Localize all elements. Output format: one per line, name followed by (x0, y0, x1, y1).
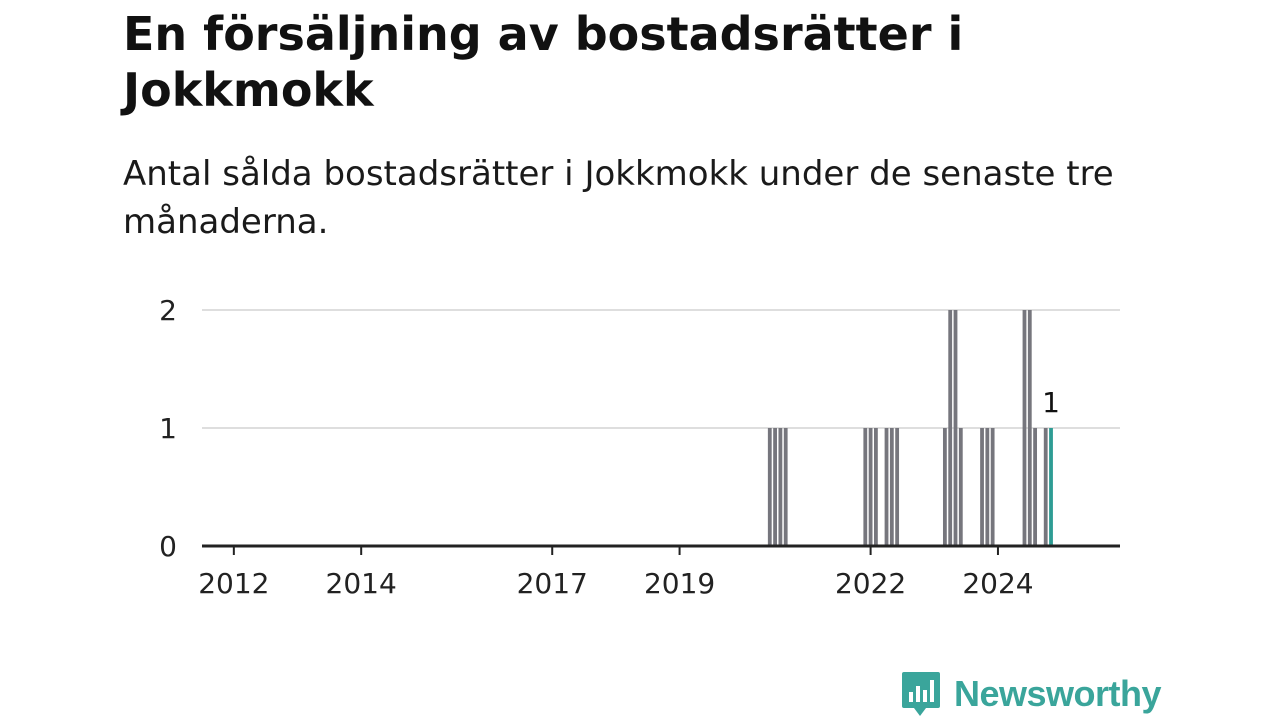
bar-2023-06 (958, 428, 963, 546)
bar-2022-06 (895, 428, 900, 546)
bar-2023-12 (990, 428, 995, 546)
bar-2023-11 (985, 428, 990, 546)
bar-2024-10 (1043, 428, 1048, 546)
annotations: 1 (1042, 386, 1060, 419)
bar-2020-06 (767, 428, 772, 546)
y-axis-ticks: 0 1 2 (159, 294, 177, 563)
chart-subtitle: Antal sålda bostadsrätter i Jokkmokk und… (123, 154, 1114, 242)
chart-title: En försäljning av bostadsrätter i Jokkmo… (123, 7, 964, 117)
bar-2021-12 (863, 428, 868, 546)
bar-2020-07 (773, 428, 777, 546)
bar-2024-07 (1027, 310, 1032, 546)
newsworthy-logo-icon (902, 672, 940, 716)
bar-2024-11 (1049, 428, 1053, 546)
x-tick-label-2014: 2014 (326, 567, 397, 600)
x-axis: 2012 2014 2017 2019 2022 2024 (198, 544, 1120, 600)
bar-2024-06 (1022, 310, 1027, 546)
bar-2022-05 (889, 428, 894, 546)
bar-2022-02 (874, 428, 878, 546)
bar-2023-03 (942, 428, 947, 546)
bar-2023-04 (948, 310, 953, 546)
x-tick-label-2022: 2022 (835, 567, 906, 600)
y-tick-label-0: 0 (159, 530, 177, 563)
bar-2023-10 (980, 428, 984, 546)
value-label: 1 (1042, 386, 1060, 419)
bar-2022-01 (868, 428, 873, 546)
newsworthy-logo: Newsworthy (900, 670, 1162, 718)
bar-2024-08 (1033, 428, 1038, 546)
x-tick-label-2019: 2019 (644, 567, 715, 600)
bars (767, 310, 1053, 546)
gridlines (202, 309, 1120, 429)
bar-2023-05 (953, 310, 958, 546)
x-tick-label-2012: 2012 (198, 567, 269, 600)
x-tick-label-2024: 2024 (962, 567, 1033, 600)
x-tick-label-2017: 2017 (517, 567, 588, 600)
newsworthy-logo-text: Newsworthy (954, 673, 1162, 714)
bar-2020-09 (783, 428, 788, 546)
y-tick-label-1: 1 (159, 412, 177, 445)
bar-2020-08 (778, 428, 783, 546)
bar-2022-04 (884, 428, 889, 546)
y-tick-label-2: 2 (159, 294, 177, 327)
